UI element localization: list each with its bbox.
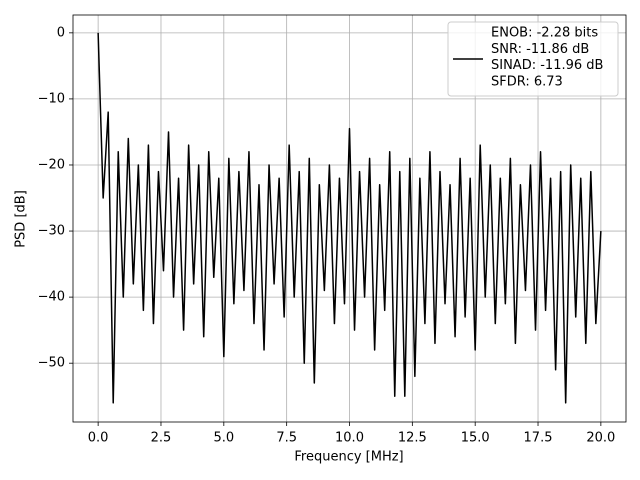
legend-label: SFDR: 6.73 bbox=[491, 74, 563, 89]
y-tick-label: 0 bbox=[57, 25, 65, 40]
x-tick-label: 5.0 bbox=[213, 431, 234, 446]
legend-label: SNR: -11.86 dB bbox=[491, 42, 589, 57]
series-line bbox=[97, 32, 602, 404]
axes-frame bbox=[72, 14, 627, 423]
x-tick-label: 0.0 bbox=[88, 431, 109, 446]
legend-box bbox=[447, 21, 619, 97]
y-tick-label: −40 bbox=[38, 290, 65, 305]
x-tick-label: 12.5 bbox=[398, 431, 427, 446]
x-tick-label: 10.0 bbox=[335, 431, 364, 446]
x-tick-label: 20.0 bbox=[586, 431, 615, 446]
legend-label: ENOB: -2.28 bits bbox=[491, 26, 598, 41]
x-tick-label: 15.0 bbox=[461, 431, 490, 446]
y-tick-label: −10 bbox=[38, 91, 65, 106]
y-tick-label: −50 bbox=[38, 356, 65, 371]
y-tick-label: −30 bbox=[38, 224, 65, 239]
y-axis-label: PSD [dB] bbox=[14, 190, 29, 248]
y-tick-label: −20 bbox=[38, 157, 65, 172]
legend-label: SINAD: -11.96 dB bbox=[491, 58, 603, 73]
x-tick-label: 2.5 bbox=[151, 431, 172, 446]
x-axis-label: Frequency [MHz] bbox=[294, 450, 403, 465]
x-tick-label: 7.5 bbox=[276, 431, 297, 446]
x-tick-label: 17.5 bbox=[524, 431, 553, 446]
